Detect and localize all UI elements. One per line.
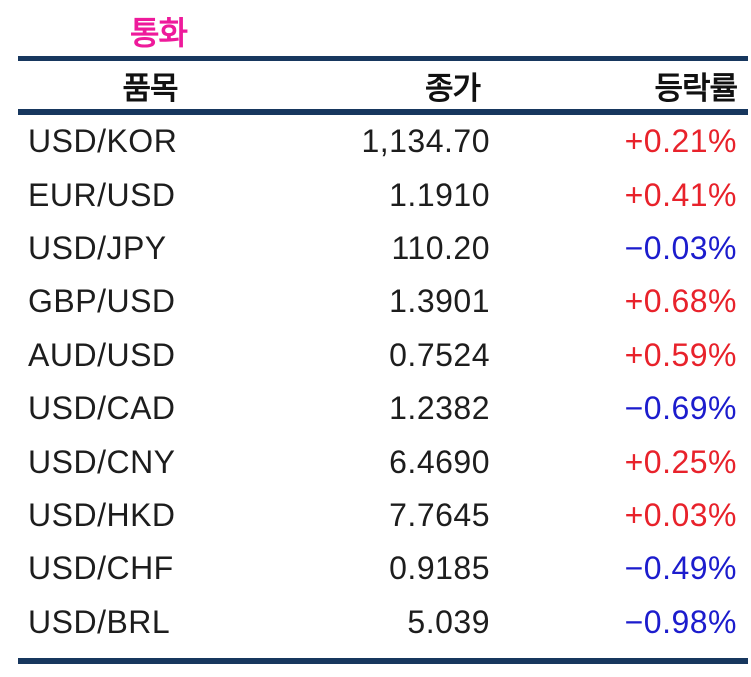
close-cell: 1.1910 [389, 176, 490, 213]
close-cell: 0.7524 [389, 336, 490, 373]
table-row: AUD/USD 0.7524 +0.59% [0, 329, 751, 382]
table-header-row: 품목 종가 등락률 [0, 61, 751, 109]
pair-cell: USD/CNY [28, 443, 176, 480]
close-cell: 5.039 [407, 603, 490, 640]
close-cell: 1.2382 [389, 390, 490, 427]
table-row: USD/CHF 0.9185 −0.49% [0, 542, 751, 595]
top-rule [18, 56, 748, 61]
table-row: USD/HKD 7.7645 +0.03% [0, 489, 751, 542]
pair-cell: GBP/USD [28, 283, 176, 320]
close-cell: 110.20 [391, 229, 490, 266]
change-cell: −0.98% [624, 603, 737, 640]
change-cell: +0.41% [624, 176, 737, 213]
change-cell: −0.03% [624, 229, 737, 266]
table-row: USD/KOR 1,134.70 +0.21% [0, 115, 751, 168]
change-cell: −0.49% [624, 550, 737, 587]
pair-cell: USD/CAD [28, 390, 176, 427]
change-cell: +0.25% [624, 443, 737, 480]
pair-cell: USD/KOR [28, 123, 178, 160]
close-cell: 1,134.70 [361, 123, 490, 160]
pair-cell: USD/BRL [28, 603, 171, 640]
pair-cell: AUD/USD [28, 336, 176, 373]
close-cell: 0.9185 [389, 550, 490, 587]
pair-cell: USD/HKD [28, 496, 176, 533]
pair-cell: USD/CHF [28, 550, 174, 587]
close-cell: 1.3901 [389, 283, 490, 320]
section-title: 통화 [130, 15, 188, 51]
pair-cell: USD/JPY [28, 229, 167, 266]
change-cell: +0.59% [624, 336, 737, 373]
change-cell: −0.69% [624, 390, 737, 427]
table-row: USD/BRL 5.039 −0.98% [0, 596, 751, 649]
table-row: EUR/USD 1.1910 +0.41% [0, 168, 751, 221]
table-row: USD/CAD 1.2382 −0.69% [0, 382, 751, 435]
header-close: 종가 [424, 70, 481, 106]
table-row: GBP/USD 1.3901 +0.68% [0, 275, 751, 328]
table-body: USD/KOR 1,134.70 +0.21% EUR/USD 1.1910 +… [0, 115, 751, 649]
close-cell: 7.7645 [389, 496, 490, 533]
pair-cell: EUR/USD [28, 176, 176, 213]
header-change: 등락률 [654, 70, 738, 106]
header-rule [18, 109, 748, 115]
close-cell: 6.4690 [389, 443, 490, 480]
bottom-rule [18, 658, 748, 664]
header-item: 품목 [122, 70, 178, 106]
change-cell: +0.68% [624, 283, 737, 320]
change-cell: +0.03% [624, 496, 737, 533]
table-row: USD/JPY 110.20 −0.03% [0, 222, 751, 275]
table-row: USD/CNY 6.4690 +0.25% [0, 435, 751, 488]
change-cell: +0.21% [624, 123, 737, 160]
